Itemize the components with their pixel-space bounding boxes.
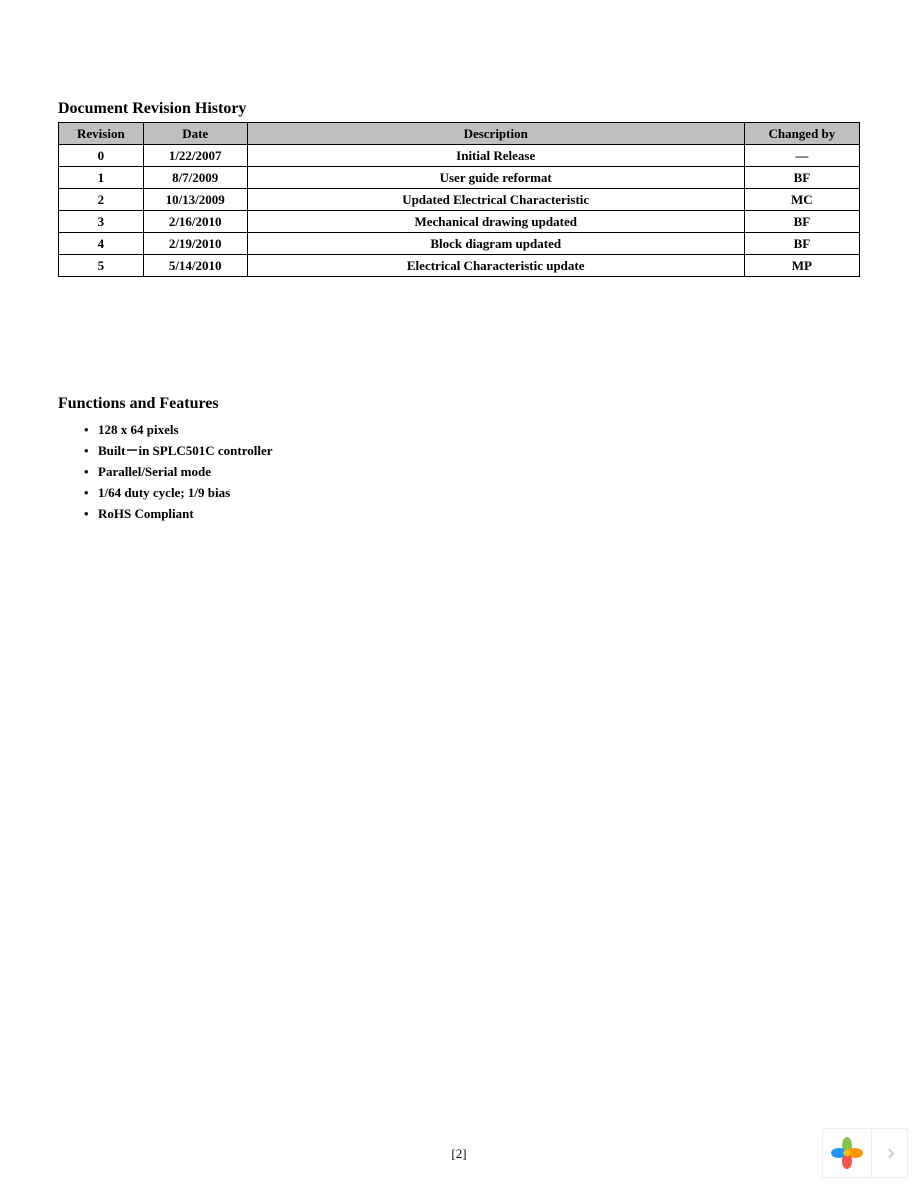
- page-number: [2]: [0, 1146, 918, 1162]
- list-item: 128 x 64 pixels: [84, 419, 860, 440]
- col-header-revision: Revision: [59, 123, 144, 145]
- cell-revision: 2: [59, 189, 144, 211]
- cell-description: Updated Electrical Characteristic: [247, 189, 744, 211]
- list-item: Parallel/Serial mode: [84, 461, 860, 482]
- cell-date: 2/19/2010: [143, 233, 247, 255]
- cell-description: Block diagram updated: [247, 233, 744, 255]
- table-row: 4 2/19/2010 Block diagram updated BF: [59, 233, 860, 255]
- cell-date: 5/14/2010: [143, 255, 247, 277]
- cell-date: 8/7/2009: [143, 167, 247, 189]
- table-row: 2 10/13/2009 Updated Electrical Characte…: [59, 189, 860, 211]
- cell-changedby: BF: [744, 233, 859, 255]
- cell-revision: 0: [59, 145, 144, 167]
- cell-revision: 5: [59, 255, 144, 277]
- col-header-date: Date: [143, 123, 247, 145]
- revision-history-heading: Document Revision History: [58, 100, 860, 118]
- cell-changedby: BF: [744, 167, 859, 189]
- table-row: 0 1/22/2007 Initial Release —: [59, 145, 860, 167]
- cell-changedby: BF: [744, 211, 859, 233]
- next-button[interactable]: [871, 1129, 907, 1177]
- cell-date: 1/22/2007: [143, 145, 247, 167]
- feature-list: 128 x 64 pixels Built－in SPLC501C contro…: [58, 419, 860, 524]
- cell-description: User guide reformat: [247, 167, 744, 189]
- logo-icon[interactable]: [823, 1129, 871, 1177]
- cell-revision: 1: [59, 167, 144, 189]
- cell-changedby: MC: [744, 189, 859, 211]
- cell-changedby: —: [744, 145, 859, 167]
- col-header-changedby: Changed by: [744, 123, 859, 145]
- cell-date: 2/16/2010: [143, 211, 247, 233]
- cell-description: Mechanical drawing updated: [247, 211, 744, 233]
- list-item: Built－in SPLC501C controller: [84, 440, 860, 461]
- cell-changedby: MP: [744, 255, 859, 277]
- list-item: RoHS Compliant: [84, 503, 860, 524]
- table-row: 1 8/7/2009 User guide reformat BF: [59, 167, 860, 189]
- table-row: 3 2/16/2010 Mechanical drawing updated B…: [59, 211, 860, 233]
- chevron-right-icon: [885, 1148, 895, 1158]
- features-heading: Functions and Features: [58, 395, 860, 413]
- cell-description: Initial Release: [247, 145, 744, 167]
- cell-date: 10/13/2009: [143, 189, 247, 211]
- bottom-widget: [822, 1128, 908, 1178]
- table-row: 5 5/14/2010 Electrical Characteristic up…: [59, 255, 860, 277]
- cell-revision: 3: [59, 211, 144, 233]
- cell-revision: 4: [59, 233, 144, 255]
- revision-history-table: Revision Date Description Changed by 0 1…: [58, 122, 860, 277]
- list-item: 1/64 duty cycle; 1/9 bias: [84, 482, 860, 503]
- cell-description: Electrical Characteristic update: [247, 255, 744, 277]
- col-header-description: Description: [247, 123, 744, 145]
